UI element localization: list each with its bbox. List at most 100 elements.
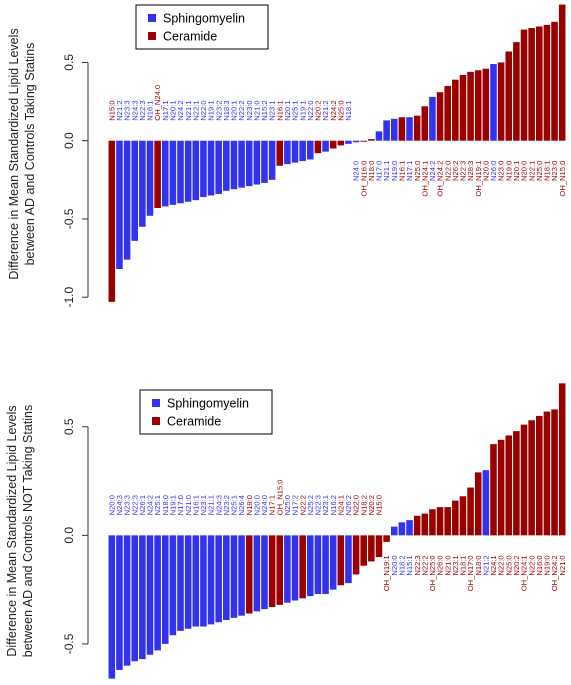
bar-label: OH_N19:1 [382, 555, 391, 591]
bar [123, 140, 131, 260]
top-chart-panel: 0.5 0.0 -0.5 -1.0 Difference in Mean Standar… [7, 4, 567, 308]
bar-label: OH_N15:0 [558, 161, 567, 197]
bar [253, 140, 261, 185]
legend-swatch [148, 32, 156, 40]
bar-label: N25:0 [336, 100, 345, 120]
bar-label: N25:0 [413, 161, 422, 181]
y-axis: 0.5 0.0 -0.5 [62, 418, 89, 654]
bar-label: N24:0 [352, 161, 361, 181]
legend-swatch [148, 14, 156, 22]
bar [360, 140, 367, 142]
bar-label: N16:1 [146, 100, 155, 120]
bar [192, 535, 200, 627]
bar [299, 535, 306, 599]
bar [223, 140, 230, 191]
legend-label: Ceramide [163, 30, 217, 44]
bar-label: N18:3 [222, 100, 231, 120]
bar [452, 79, 459, 141]
bar-label: N18:1 [344, 100, 353, 120]
bar-label: N24:1 [336, 495, 345, 515]
bar [276, 140, 284, 166]
legend-label: Sphingomyelin [167, 397, 249, 411]
bar [245, 535, 253, 614]
bar [467, 487, 474, 536]
bar [505, 435, 513, 536]
bar-label: N15:1 [405, 555, 414, 575]
bar-label: N25:1 [291, 100, 300, 120]
bar-label: N22:3 [314, 495, 323, 515]
bar [383, 535, 390, 542]
bar-label: N25:1 [230, 495, 239, 515]
bar-label: N17:1 [161, 100, 170, 120]
bar-label: N21:0 [558, 555, 567, 575]
bar [383, 120, 390, 141]
y-tick-label: -0.5 [62, 633, 76, 654]
bar [284, 535, 291, 603]
bar [345, 140, 352, 144]
bar-label: N24:0 [260, 495, 269, 515]
bar-label: OH_N19:1 [474, 161, 483, 197]
bar-label: N20:0 [390, 555, 399, 575]
y-tick-label: 0.0 [62, 527, 76, 544]
bar-label: N19:1 [298, 100, 307, 120]
bar-label: N23:0 [550, 161, 559, 181]
bar [307, 140, 314, 160]
y-axis: 0.5 0.0 -0.5 -1.0 [62, 54, 89, 308]
bar-label: N16:2 [329, 495, 338, 515]
bar [329, 535, 337, 590]
bar [207, 140, 215, 196]
bar [139, 535, 146, 660]
bar [444, 85, 451, 141]
bar-label: N18:0 [161, 495, 170, 515]
bar [482, 68, 490, 141]
bar-label: N18:0 [474, 555, 483, 575]
bar [116, 535, 123, 670]
bar [268, 140, 276, 180]
bar-label: N18:1 [543, 161, 552, 181]
bar [161, 535, 169, 644]
bar [200, 140, 207, 198]
bar [116, 140, 123, 270]
bar-label: OH_N24:1 [420, 161, 429, 197]
bar-label: N22:0 [199, 100, 208, 120]
bar-label: N24:2 [428, 161, 437, 181]
bar [429, 96, 436, 141]
bar-label: N23:1 [199, 495, 208, 515]
y-tick-label: -1.0 [62, 287, 76, 308]
bar [253, 535, 261, 612]
bar [452, 500, 459, 536]
bar-label: N26:0 [436, 555, 445, 575]
bar [177, 535, 184, 631]
bar [368, 139, 375, 141]
bar-label: N22:3 [459, 161, 468, 181]
bar [215, 535, 222, 623]
legend: Sphingomyelin Ceramide [135, 4, 269, 50]
bar-label: N20:2 [367, 495, 376, 515]
bar [261, 140, 268, 183]
bar-label: N25:0 [504, 555, 513, 575]
bar [528, 420, 535, 536]
bar [230, 140, 238, 190]
bar-label: N20:1 [230, 100, 239, 120]
bar-label: OH_N15:0 [275, 479, 284, 515]
bar [345, 535, 352, 584]
bar [444, 507, 451, 536]
bar-label: N20:2 [512, 555, 521, 575]
bar-label: N20:0 [481, 161, 490, 181]
bar-label: N22:0 [306, 100, 315, 120]
bar-label: N25:1 [153, 495, 162, 515]
bar-labels: N20:0N24:3N23:3N22:3N26:1N24:2N25:1N18:0… [107, 479, 566, 591]
y-axis-title: Difference in Mean Standardized Lipid Le… [5, 405, 19, 656]
bar [276, 535, 284, 605]
bar [543, 24, 551, 141]
bar [177, 140, 184, 204]
bar [314, 535, 322, 594]
bar [474, 472, 482, 536]
bar [291, 535, 299, 601]
bar-label: N21:2 [481, 555, 490, 575]
bar-label: N22:1 [191, 100, 200, 120]
bar-label: N22:3 [130, 495, 139, 515]
bar [291, 140, 299, 163]
bar [505, 51, 513, 141]
bar-label: OH_N24:2 [436, 161, 445, 197]
